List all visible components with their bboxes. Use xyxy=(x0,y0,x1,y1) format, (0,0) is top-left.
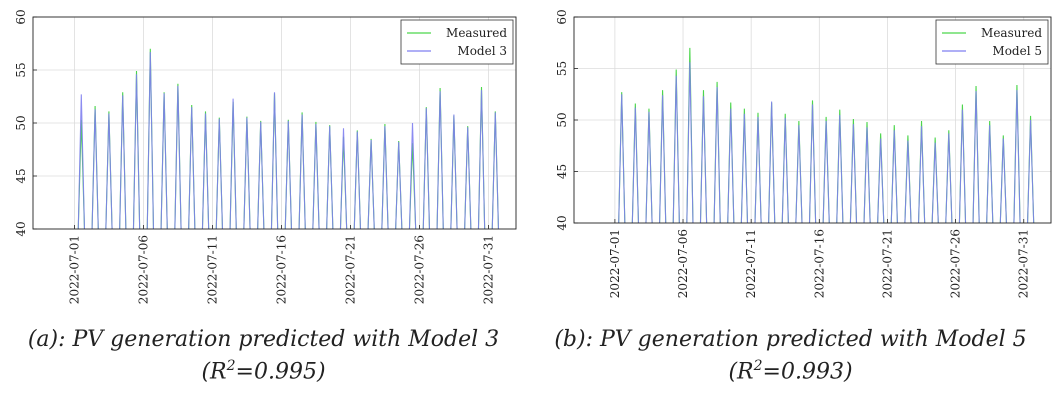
caption-a-line2: (R2=0.995) xyxy=(0,353,527,385)
x-tick-label: 2022-07-16 xyxy=(274,235,288,304)
y-tick-label: 60 xyxy=(14,9,28,24)
caption-b: (b): PV generation predicted with Model … xyxy=(527,326,1054,385)
x-tick-label: 2022-07-11 xyxy=(205,235,219,304)
legend-label: Model 3 xyxy=(457,44,507,58)
x-tick-label: 2022-07-11 xyxy=(744,229,758,298)
caption-a: (a): PV generation predicted with Model … xyxy=(0,326,527,385)
x-tick-label: 2022-07-01 xyxy=(608,229,622,298)
x-tick-label: 2022-07-26 xyxy=(412,235,426,304)
legend-label: Model 5 xyxy=(992,44,1042,58)
x-tick-label: 2022-07-06 xyxy=(676,229,690,298)
legend-label: Measured xyxy=(446,26,507,40)
y-tick-label: 55 xyxy=(555,61,569,76)
x-tick-label: 2022-07-21 xyxy=(343,235,357,304)
y-tick-label: 45 xyxy=(14,168,28,183)
x-tick-label: 2022-07-21 xyxy=(880,229,894,298)
x-tick-label: 2022-07-01 xyxy=(67,235,81,304)
x-tick-label: 2022-07-31 xyxy=(1017,229,1031,298)
y-tick-label: 40 xyxy=(555,215,569,230)
y-tick-label: 50 xyxy=(14,115,28,130)
y-tick-label: 60 xyxy=(555,9,569,24)
y-tick-label: 50 xyxy=(555,112,569,127)
y-tick-label: 55 xyxy=(14,62,28,77)
caption-b-line2: (R2=0.993) xyxy=(527,353,1054,385)
caption-a-sup: 2 xyxy=(226,358,236,374)
series-line-measured xyxy=(618,47,1035,224)
chart-panel-a: 40 45 50 55 60 2022-07-01 2022-07-06 2022-07-11… xyxy=(0,9,527,385)
caption-a-value: =0.995) xyxy=(235,359,326,385)
legend-box xyxy=(935,19,1049,65)
caption-b-line1: (b): PV generation predicted with Model … xyxy=(554,327,1027,352)
chart-panel-b: 40 45 50 55 60 2022-07-01 2022-07-06 2022-07-11… xyxy=(527,0,1054,409)
chart-b-svg: 40 45 50 55 60 2022-07-01 2022-07-06 2022-07-11… xyxy=(555,9,1052,298)
x-tick-label: 2022-07-26 xyxy=(949,229,963,298)
caption-a-r: (R xyxy=(201,359,227,385)
series-line-model-5 xyxy=(618,62,1035,224)
y-tick-label: 45 xyxy=(555,164,569,179)
legend-box xyxy=(400,19,514,65)
chart-a-svg: 40 45 50 55 60 2022-07-01 2022-07-06 2022-07-11… xyxy=(14,9,517,304)
series-line-model-3 xyxy=(77,51,500,230)
legend-label: Measured xyxy=(981,26,1042,40)
x-tick-label: 2022-07-16 xyxy=(812,229,826,298)
x-tick-label: 2022-07-06 xyxy=(136,235,150,304)
caption-b-value: =0.993) xyxy=(762,359,853,385)
caption-b-sup: 2 xyxy=(753,358,763,374)
x-tick-label: 2022-07-31 xyxy=(481,235,495,304)
y-tick-label: 40 xyxy=(14,221,28,236)
caption-a-line1: (a): PV generation predicted with Model … xyxy=(27,327,500,352)
caption-b-r: (R xyxy=(728,359,754,385)
